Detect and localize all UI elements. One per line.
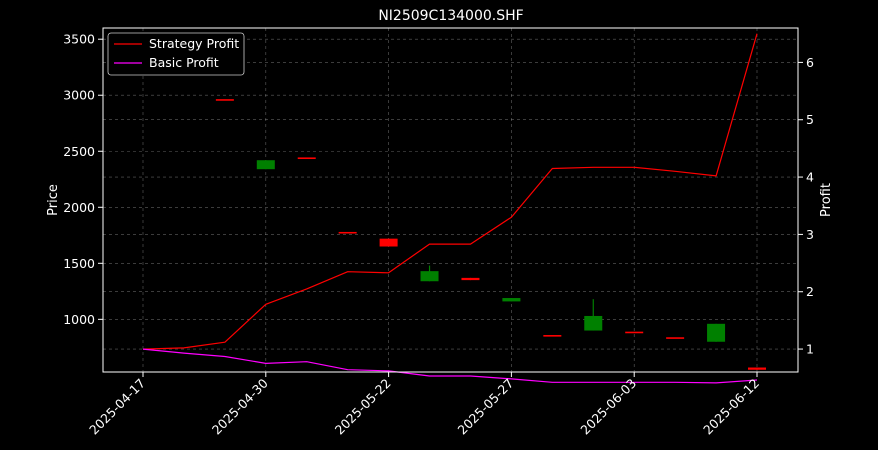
left-y-axis-label: Price [46,184,61,216]
right-y-tick-label-0: 1 [806,342,814,357]
left-y-tick-label-5: 3500 [63,32,95,47]
right-y-tick-label-5: 6 [806,55,814,70]
candle-body-13 [707,323,726,342]
x-tick-label-5: 2025-06-12 [700,376,762,438]
candle-body-14 [748,367,766,370]
right-y-tick-label-2: 3 [806,227,814,242]
right-y-tick-label-3: 4 [806,170,814,185]
candle-body-4 [338,231,357,234]
right-y-axis: 1 2 3 4 5 6 [798,55,814,357]
left-y-axis: 1000 1500 2000 2500 3000 3500 [63,32,103,327]
candle-body-11 [625,331,644,334]
series-line-basic-profit [142,348,758,384]
left-y-tick-label-3: 2500 [63,144,95,159]
candle-body-10 [584,315,603,331]
chart-title: NI2509C134000.SHF [378,8,523,24]
series-line-strategy-profit [142,33,758,350]
right-y-tick-label-4: 5 [806,112,814,127]
candle-body-6 [420,271,439,282]
x-tick-label-3: 2025-05-27 [455,376,517,438]
legend-label-strategy-profit: Strategy Profit [149,36,239,51]
right-y-tick-label-1: 2 [806,284,814,299]
legend: Strategy Profit Basic Profit [107,32,245,76]
candle-body-8 [502,298,521,302]
right-y-axis-label: Profit [819,183,834,217]
candlestick-layer [134,35,766,370]
candle-body-9 [543,335,562,337]
candle-body-3 [297,157,316,160]
x-tick-label-2: 2025-05-22 [332,376,394,438]
plot-area-frame [102,27,799,373]
left-y-tick-label-0: 1000 [63,312,95,327]
left-y-tick-label-4: 3000 [63,88,95,103]
grid-layer [103,28,798,372]
left-y-tick-label-1: 1500 [63,256,95,271]
candle-body-1 [215,99,234,101]
x-tick-label-4: 2025-06-03 [577,376,639,438]
candle-body-7 [461,277,480,281]
legend-label-basic-profit: Basic Profit [149,55,219,70]
x-tick-label-1: 2025-04-30 [209,375,271,437]
left-y-tick-label-2: 2000 [63,200,95,215]
profit-lines-layer [142,33,758,384]
x-tick-label-0: 2025-04-17 [86,376,148,438]
candle-body-5 [379,238,398,247]
candle-body-12 [666,337,685,339]
candle-body-2 [256,160,275,170]
